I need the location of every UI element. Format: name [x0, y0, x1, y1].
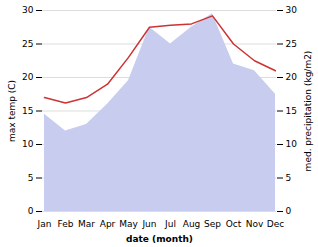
svg-text:10: 10 — [22, 139, 34, 149]
svg-text:20: 20 — [286, 72, 298, 82]
svg-text:5: 5 — [28, 173, 34, 183]
svg-text:date (month): date (month) — [126, 234, 193, 244]
svg-text:Nov: Nov — [246, 219, 264, 229]
svg-text:Mar: Mar — [78, 219, 95, 229]
svg-text:15: 15 — [286, 106, 297, 116]
svg-text:10: 10 — [286, 139, 298, 149]
svg-text:Sep: Sep — [204, 219, 221, 229]
svg-text:Feb: Feb — [58, 219, 74, 229]
svg-text:25: 25 — [286, 39, 297, 49]
svg-text:Dec: Dec — [267, 219, 284, 229]
svg-text:Jan: Jan — [37, 219, 52, 229]
svg-text:Jul: Jul — [164, 219, 176, 229]
svg-text:med. precipitation (kg/m2): med. precipitation (kg/m2) — [303, 51, 313, 172]
svg-text:25: 25 — [22, 39, 33, 49]
svg-text:20: 20 — [22, 72, 34, 82]
svg-text:May: May — [119, 219, 138, 229]
svg-text:30: 30 — [286, 5, 298, 15]
svg-text:30: 30 — [22, 5, 34, 15]
svg-text:Apr: Apr — [100, 219, 116, 229]
svg-text:0: 0 — [28, 206, 34, 216]
svg-text:0: 0 — [286, 206, 292, 216]
svg-text:max temp (C): max temp (C) — [7, 80, 17, 142]
svg-text:5: 5 — [286, 173, 292, 183]
svg-text:Jun: Jun — [141, 219, 156, 229]
svg-text:Aug: Aug — [183, 219, 201, 229]
svg-text:Oct: Oct — [226, 219, 242, 229]
svg-text:15: 15 — [22, 106, 33, 116]
